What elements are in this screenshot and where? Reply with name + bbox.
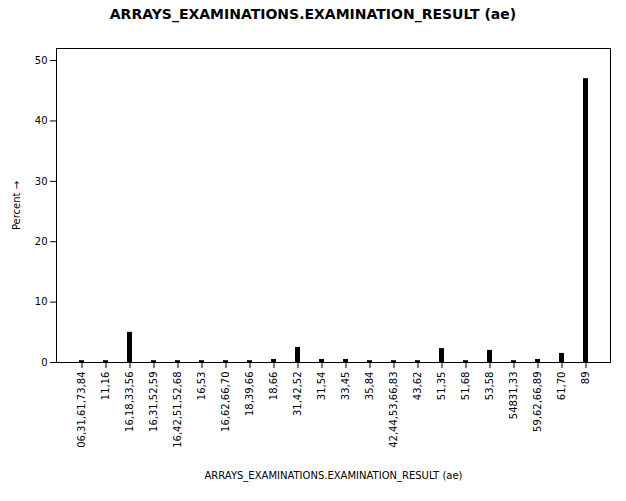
svg-text:89: 89 (580, 372, 591, 385)
svg-text:59,62,66,89: 59,62,66,89 (532, 372, 543, 432)
svg-text:50: 50 (35, 55, 48, 66)
svg-text:06,31,61,73,84: 06,31,61,73,84 (76, 372, 87, 448)
svg-text:51,68: 51,68 (460, 372, 471, 401)
svg-text:Percent →: Percent → (11, 181, 22, 230)
svg-text:33,45: 33,45 (340, 372, 351, 401)
svg-text:18,66: 18,66 (268, 372, 279, 401)
svg-text:30: 30 (35, 176, 48, 187)
svg-text:43,62: 43,62 (412, 372, 423, 401)
svg-text:16,53: 16,53 (196, 372, 207, 401)
svg-text:18,39,66: 18,39,66 (244, 372, 255, 417)
html-text:ARRAYS_EXAMINATIONS.EXAMINATIO: ARRAYS_EXAMINATIONS.EXAMINATION_RESULT (… (109, 6, 517, 22)
svg-text:42,44,53,66,83: 42,44,53,66,83 (388, 372, 399, 448)
svg-text:16,18,33,56: 16,18,33,56 (124, 372, 135, 432)
svg-text:54831,33: 54831,33 (508, 372, 519, 420)
svg-text:ARRAYS_EXAMINATIONS.EXAMINATIO: ARRAYS_EXAMINATIONS.EXAMINATION_RESULT (… (205, 470, 463, 482)
svg-text:16,31,52,59: 16,31,52,59 (148, 372, 159, 432)
svg-text:31,54: 31,54 (316, 372, 327, 401)
svg-text:31,42,52: 31,42,52 (292, 372, 303, 417)
svg-text:10: 10 (35, 296, 48, 307)
svg-text:16,42,51,52,68: 16,42,51,52,68 (172, 372, 183, 448)
svg-text:61,70: 61,70 (556, 372, 567, 401)
svg-text:0: 0 (41, 357, 47, 368)
svg-text:35,84: 35,84 (364, 372, 375, 401)
svg-text:40: 40 (35, 115, 48, 126)
svg-text:51,35: 51,35 (436, 372, 447, 401)
svg-text:16,62,66,70: 16,62,66,70 (220, 372, 231, 432)
svg-text:20: 20 (35, 236, 48, 247)
svg-text:53,58: 53,58 (484, 372, 495, 401)
svg-text:11,16: 11,16 (100, 372, 111, 401)
